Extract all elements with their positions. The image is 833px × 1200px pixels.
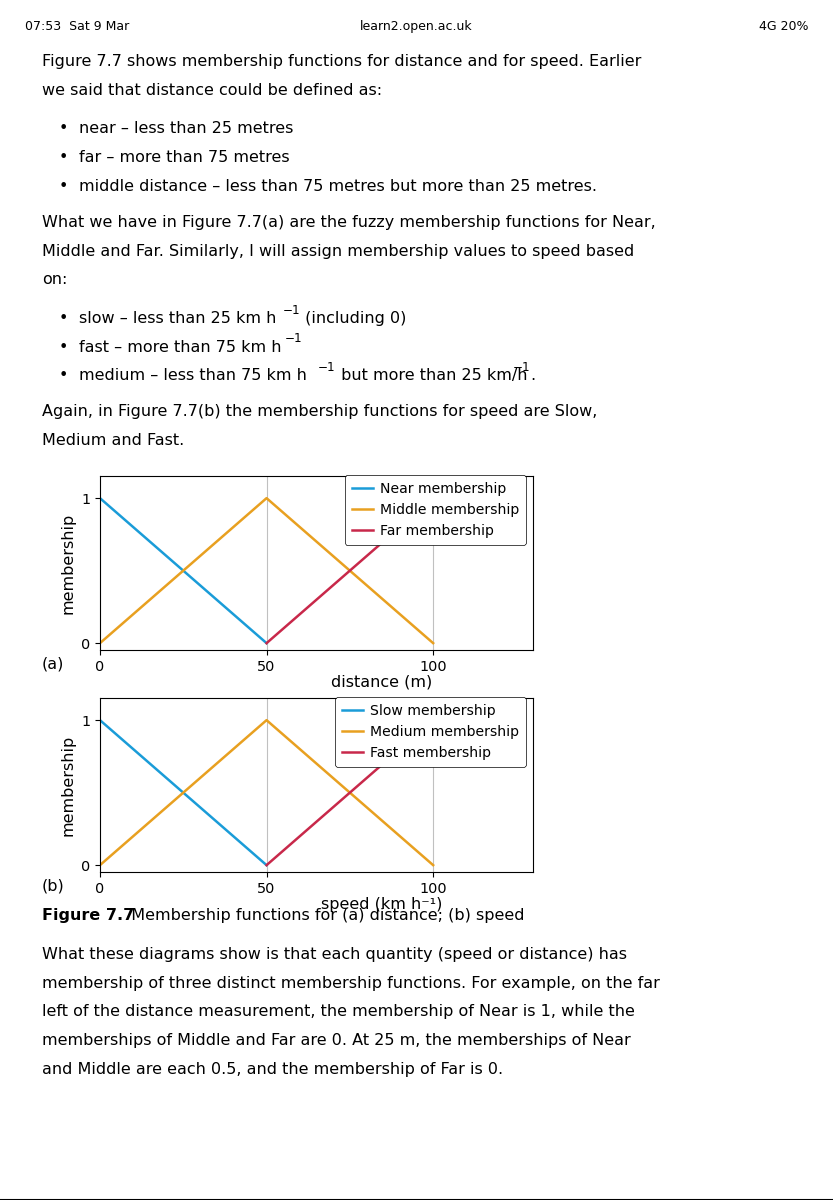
- Text: learn2.open.ac.uk: learn2.open.ac.uk: [360, 20, 473, 34]
- Text: •: •: [58, 340, 67, 355]
- Text: Membership functions for (a) distance; (b) speed: Membership functions for (a) distance; (…: [121, 908, 524, 924]
- Text: and Middle are each 0.5, and the membership of Far is 0.: and Middle are each 0.5, and the members…: [42, 1062, 503, 1078]
- Text: slow – less than 25 km h: slow – less than 25 km h: [79, 311, 277, 326]
- Text: −1: −1: [283, 304, 301, 317]
- Text: −1: −1: [318, 361, 336, 374]
- Text: on:: on:: [42, 272, 67, 288]
- Text: What we have in Figure 7.7(a) are the fuzzy membership functions for Near,: What we have in Figure 7.7(a) are the fu…: [42, 215, 656, 230]
- Text: •: •: [58, 368, 67, 384]
- Text: 4G 20%: 4G 20%: [759, 20, 808, 34]
- Text: far – more than 75 metres: far – more than 75 metres: [79, 150, 290, 166]
- Text: .: .: [530, 368, 535, 384]
- Text: Middle and Far. Similarly, I will assign membership values to speed based: Middle and Far. Similarly, I will assign…: [42, 244, 634, 259]
- Text: middle distance – less than 75 metres but more than 25 metres.: middle distance – less than 75 metres bu…: [79, 179, 597, 194]
- Text: membership of three distinct membership functions. For example, on the far: membership of three distinct membership …: [42, 976, 660, 991]
- Legend: Slow membership, Medium membership, Fast membership: Slow membership, Medium membership, Fast…: [335, 697, 526, 767]
- Text: Again, in Figure 7.7(b) the membership functions for speed are Slow,: Again, in Figure 7.7(b) the membership f…: [42, 404, 597, 420]
- Text: Figure 7.7 shows membership functions for distance and for speed. Earlier: Figure 7.7 shows membership functions fo…: [42, 54, 641, 68]
- Text: 07:53  Sat 9 Mar: 07:53 Sat 9 Mar: [25, 20, 129, 34]
- Text: memberships of Middle and Far are 0. At 25 m, the memberships of Near: memberships of Middle and Far are 0. At …: [42, 1033, 631, 1049]
- Text: fast – more than 75 km h: fast – more than 75 km h: [79, 340, 282, 355]
- Text: Medium and Fast.: Medium and Fast.: [42, 433, 184, 449]
- Text: •: •: [58, 150, 67, 166]
- Y-axis label: membership: membership: [61, 734, 76, 836]
- Text: but more than 25 km/h: but more than 25 km/h: [336, 368, 527, 384]
- Text: −1: −1: [513, 361, 531, 374]
- Text: What these diagrams show is that each quantity (speed or distance) has: What these diagrams show is that each qu…: [42, 947, 626, 962]
- Text: (a): (a): [42, 656, 64, 672]
- Text: near – less than 25 metres: near – less than 25 metres: [79, 121, 293, 136]
- Text: (including 0): (including 0): [300, 311, 407, 326]
- Text: Figure 7.7: Figure 7.7: [42, 908, 134, 924]
- Text: (b): (b): [42, 878, 64, 894]
- Text: •: •: [58, 179, 67, 194]
- X-axis label: distance (m): distance (m): [331, 674, 432, 690]
- Text: •: •: [58, 121, 67, 136]
- Text: •: •: [58, 311, 67, 326]
- X-axis label: speed (km h⁻¹): speed (km h⁻¹): [321, 896, 442, 912]
- Text: −1: −1: [285, 332, 302, 346]
- Y-axis label: membership: membership: [61, 512, 76, 614]
- Text: we said that distance could be defined as:: we said that distance could be defined a…: [42, 83, 382, 98]
- Legend: Near membership, Middle membership, Far membership: Near membership, Middle membership, Far …: [345, 475, 526, 545]
- Text: left of the distance measurement, the membership of Near is 1, while the: left of the distance measurement, the me…: [42, 1004, 635, 1020]
- Text: medium – less than 75 km h: medium – less than 75 km h: [79, 368, 307, 384]
